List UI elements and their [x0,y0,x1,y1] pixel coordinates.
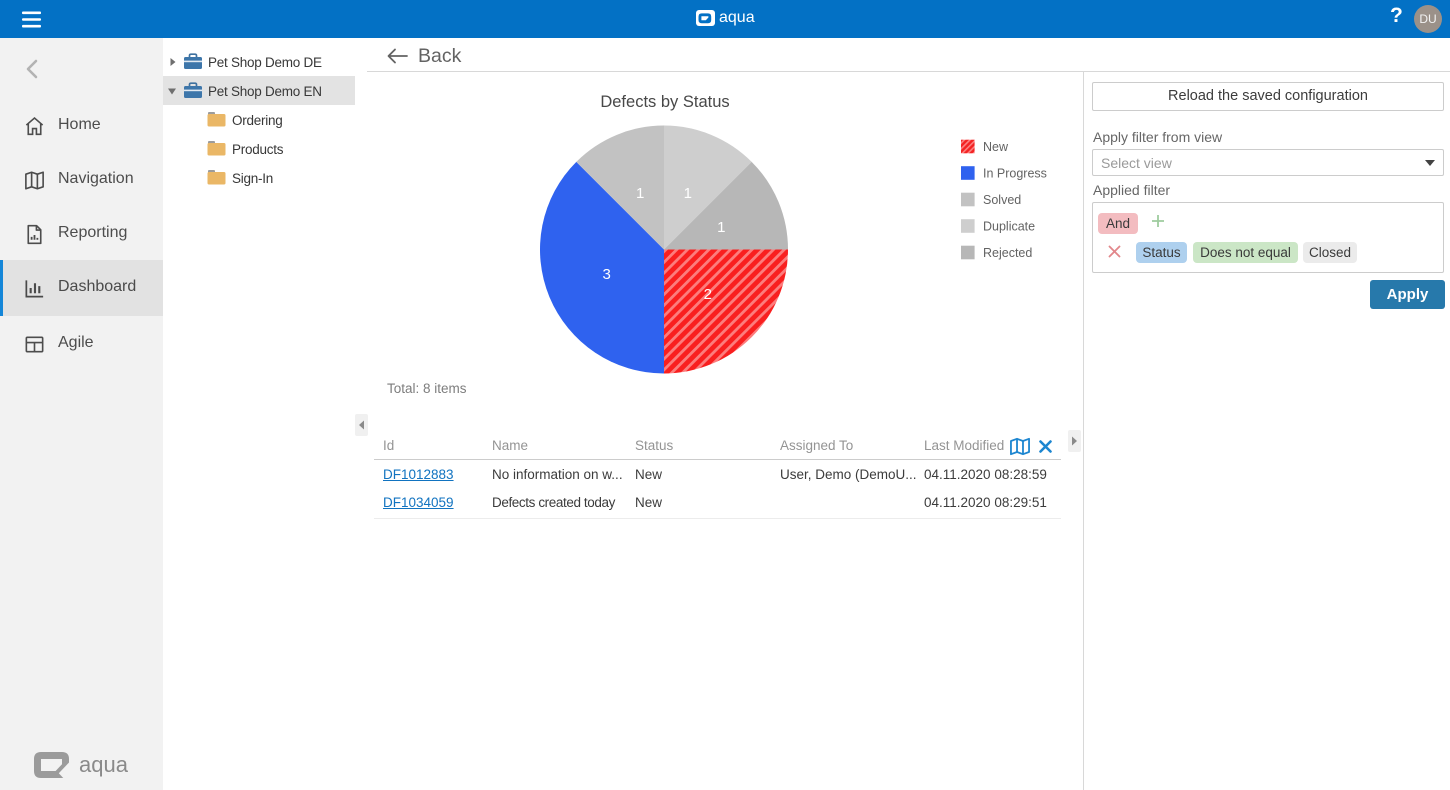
svg-text:Duplicate: Duplicate [983,220,1035,234]
svg-text:Solved: Solved [983,193,1021,207]
svg-text:1: 1 [684,185,692,202]
svg-text:3: 3 [603,266,611,283]
svg-text:1: 1 [717,219,725,236]
svg-text:1: 1 [636,185,644,202]
svg-text:In Progress: In Progress [983,167,1047,181]
svg-text:Rejected: Rejected [983,246,1032,260]
svg-text:2: 2 [704,286,712,303]
svg-text:New: New [983,140,1009,154]
